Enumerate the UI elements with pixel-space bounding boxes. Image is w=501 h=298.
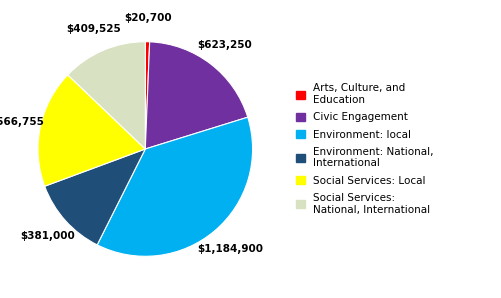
Wedge shape [38, 75, 145, 186]
Legend: Arts, Culture, and
Education, Civic Engagement, Environment: local, Environment:: Arts, Culture, and Education, Civic Enga… [296, 83, 434, 215]
Text: $566,755: $566,755 [0, 117, 45, 128]
Wedge shape [97, 117, 253, 256]
Wedge shape [45, 149, 145, 245]
Text: $409,525: $409,525 [67, 24, 121, 34]
Wedge shape [145, 42, 150, 149]
Text: $20,700: $20,700 [124, 13, 172, 23]
Text: $623,250: $623,250 [198, 40, 253, 50]
Text: $1,184,900: $1,184,900 [197, 244, 263, 254]
Wedge shape [145, 42, 248, 149]
Text: $381,000: $381,000 [21, 231, 75, 241]
Wedge shape [68, 42, 145, 149]
